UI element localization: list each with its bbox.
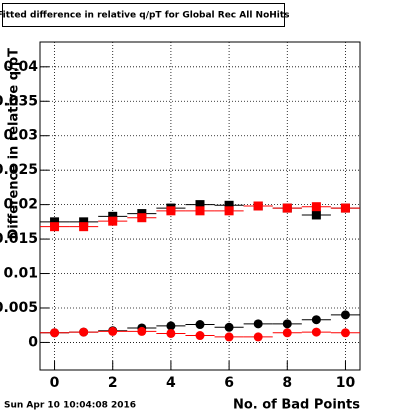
marker <box>108 326 118 336</box>
marker <box>79 327 89 337</box>
marker <box>311 327 321 337</box>
footer: Sun Apr 10 10:04:08 2016 <box>4 401 136 411</box>
marker <box>282 328 292 338</box>
marker <box>108 211 118 221</box>
marker <box>50 328 60 338</box>
marker <box>195 331 205 341</box>
y-tick-label: 0.015 <box>0 231 38 247</box>
marker <box>224 206 234 216</box>
y-tick-label: 0.025 <box>0 162 38 178</box>
marker <box>224 332 234 342</box>
title-box <box>2 3 285 27</box>
y-tick-label: 0.005 <box>0 300 38 316</box>
y-tick-label: 0.02 <box>3 197 38 213</box>
marker <box>340 203 350 213</box>
y-tick-label: 0.03 <box>3 128 38 144</box>
marker <box>195 320 205 330</box>
marker <box>166 321 176 331</box>
marker <box>137 213 147 223</box>
x-tick-label: 8 <box>282 375 292 391</box>
marker <box>311 315 321 325</box>
marker <box>50 217 60 227</box>
marker <box>340 328 350 338</box>
marker <box>79 222 89 232</box>
marker <box>224 322 234 332</box>
marker <box>195 200 205 210</box>
marker <box>282 319 292 329</box>
marker <box>108 216 118 226</box>
x-axis-label: No. of Bad Points <box>233 398 360 413</box>
y-axis-label: Difference in relative q/pT <box>7 48 22 240</box>
marker <box>282 203 292 213</box>
marker <box>224 200 234 210</box>
x-tick-label: 10 <box>336 375 356 391</box>
x-tick-label: 6 <box>224 375 234 391</box>
y-tick-label: 0 <box>28 334 38 350</box>
marker <box>311 202 321 212</box>
marker <box>311 210 321 220</box>
x-tick-label: 2 <box>108 375 118 391</box>
marker <box>166 328 176 338</box>
marker <box>195 206 205 216</box>
marker <box>137 326 147 336</box>
marker <box>253 332 263 342</box>
marker <box>166 206 176 216</box>
marker <box>79 217 89 227</box>
x-tick-label: 4 <box>166 375 176 391</box>
y-tick-label: 0.04 <box>3 59 38 75</box>
marker <box>50 222 60 232</box>
marker <box>253 319 263 329</box>
y-tick-label: 0.01 <box>3 266 38 282</box>
chart-title: Fitted difference in relative q/pT for G… <box>0 11 290 21</box>
marker <box>253 201 263 211</box>
marker <box>340 310 350 320</box>
y-tick-label: 0.035 <box>0 93 38 109</box>
x-tick-label: 0 <box>50 375 60 391</box>
